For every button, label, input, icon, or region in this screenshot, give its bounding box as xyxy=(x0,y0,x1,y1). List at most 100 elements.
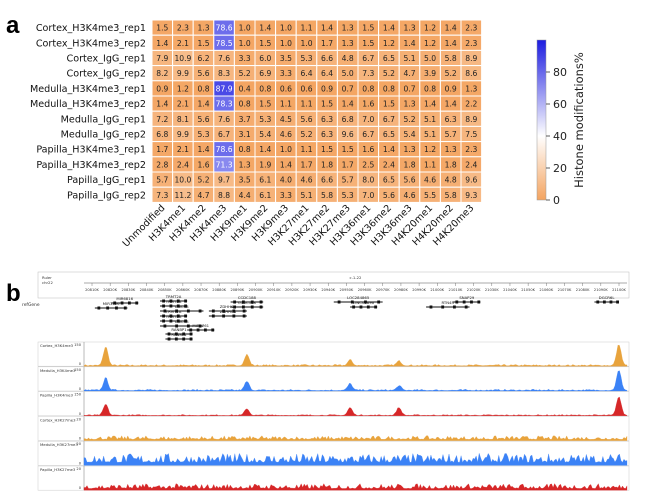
gene-exon xyxy=(189,337,193,341)
cell-value: 8.3 xyxy=(218,69,230,78)
gene-exon xyxy=(97,306,101,310)
cell-value: 1.3 xyxy=(403,24,415,33)
gene-exon xyxy=(250,300,254,304)
ruler-tick-label: 21090K xyxy=(594,288,608,292)
track-ymin: 0 xyxy=(79,437,82,441)
cell-value: 0.8 xyxy=(239,100,251,109)
cell-value: 1.5 xyxy=(321,100,333,109)
gene-exon xyxy=(462,300,466,304)
gene-name: CCDC188 xyxy=(238,300,257,305)
cell-value: 4.6 xyxy=(300,176,312,185)
gene-exon xyxy=(196,328,200,332)
gene-name: DGCR8 xyxy=(175,319,189,324)
track-ymax: 150 xyxy=(74,343,82,347)
gene-exon xyxy=(337,300,341,304)
cell-value: 1.3 xyxy=(342,39,354,48)
track-signal xyxy=(83,370,628,392)
cell-value: 0.8 xyxy=(259,84,271,93)
cell-value: 1.4 xyxy=(259,145,271,154)
ruler-tick-label: 20950K xyxy=(340,288,354,292)
cell-value: 2.2 xyxy=(465,100,477,109)
cell-value: 1.1 xyxy=(300,100,312,109)
gene-exon xyxy=(186,309,190,313)
cell-value: 1.5 xyxy=(156,24,168,33)
row-label: Papilla_H3K4me3_rep2 xyxy=(36,160,146,171)
cell-value: 5.8 xyxy=(445,54,457,63)
cell-value: 1.0 xyxy=(239,39,251,48)
ruler-tick-label: 20940K xyxy=(321,288,335,292)
cell-value: 1.9 xyxy=(259,160,271,169)
row-label: Cortex_H3K4me3_rep1 xyxy=(36,23,146,34)
gene-name: ZDHHC8 xyxy=(220,304,237,309)
gene-exon xyxy=(176,319,180,323)
gene-exon xyxy=(186,324,190,328)
cell-value: 78.6 xyxy=(216,145,233,154)
cell-value: 1.2 xyxy=(424,24,436,33)
cell-value: 8.1 xyxy=(177,115,189,124)
gene-name: TRMT2A xyxy=(165,299,182,304)
cell-value: 1.6 xyxy=(362,145,374,154)
cell-value: 0.9 xyxy=(156,84,168,93)
gene-exon xyxy=(242,309,246,313)
track-frame xyxy=(37,465,630,491)
heatmap-column-labels: UnmodifiedH3K4me1H3K4me2H3K4me3H3K9me1H3… xyxy=(121,203,477,250)
gene-exon xyxy=(169,314,173,318)
cell-value: 7.6 xyxy=(218,115,230,124)
ruler-tick-label: 20990K xyxy=(412,288,426,292)
cell-value: 4.5 xyxy=(280,115,292,124)
cell-value: 6.0 xyxy=(259,54,271,63)
gene-exon xyxy=(162,319,165,323)
row-label: Medulla_H3K4me3_rep2 xyxy=(30,99,146,110)
cell-value: 5.1 xyxy=(424,115,436,124)
cell-value: 3.5 xyxy=(280,54,292,63)
gene-exon xyxy=(232,314,236,318)
colorbar-tick-label: 0 xyxy=(553,194,560,207)
cell-value: 4.8 xyxy=(445,176,457,185)
gene-exon xyxy=(602,300,606,304)
track-signal xyxy=(83,483,628,491)
gene-name: RANBP1 xyxy=(171,327,187,332)
cell-value: 6.7 xyxy=(383,115,395,124)
gene-exon xyxy=(596,300,600,304)
gene-exon xyxy=(222,309,225,313)
cell-value: 6.7 xyxy=(218,130,230,139)
cell-value: 6.5 xyxy=(383,130,395,139)
cell-value: 1.4 xyxy=(424,100,436,109)
cell-value: 1.7 xyxy=(156,145,168,154)
track-ymax: 20 xyxy=(76,417,81,421)
row-label: Papilla_H3K4me3_rep1 xyxy=(36,145,146,156)
cell-value: 4.7 xyxy=(403,69,415,78)
cell-value: 5.3 xyxy=(300,54,312,63)
cell-value: 3.3 xyxy=(239,54,251,63)
signal-tracks: Cortex_H3K4me3 1500Medulla_H3K4me31500Pap… xyxy=(37,341,630,491)
ruler-tick-label: 21100K xyxy=(612,288,626,292)
cell-value: 5.4 xyxy=(259,130,271,139)
ruler-tick-label: 21000K xyxy=(430,288,444,292)
cell-value: 1.4 xyxy=(321,24,333,33)
cell-value: 3.5 xyxy=(239,176,251,185)
gene-exon xyxy=(175,324,179,328)
gene-exon xyxy=(352,305,356,309)
cell-value: 0.9 xyxy=(445,84,457,93)
cell-value: 1.6 xyxy=(197,160,209,169)
row-label: Medulla_H3K4me3_rep1 xyxy=(30,84,146,95)
gene-name: SNAP29 xyxy=(459,295,475,300)
cell-value: 2.3 xyxy=(177,24,189,33)
gene-exon xyxy=(175,309,179,313)
colorbar-tick-label: 20 xyxy=(553,162,567,175)
gene-exon xyxy=(162,304,165,308)
gene-exon xyxy=(222,314,225,318)
gene-exon xyxy=(453,305,456,309)
cell-value: 6.7 xyxy=(362,130,374,139)
ruler-tick-label: 21010K xyxy=(449,288,463,292)
cell-value: 7.3 xyxy=(156,191,168,200)
cell-value: 71.3 xyxy=(216,160,233,169)
cell-value: 1.5 xyxy=(342,145,354,154)
panel-a-label: a xyxy=(6,12,20,39)
gene-exon xyxy=(182,332,186,336)
gene-exon xyxy=(189,328,193,332)
cell-value: 6.1 xyxy=(259,176,271,185)
cell-value: 1.3 xyxy=(239,160,251,169)
cell-value: 1.4 xyxy=(342,100,354,109)
